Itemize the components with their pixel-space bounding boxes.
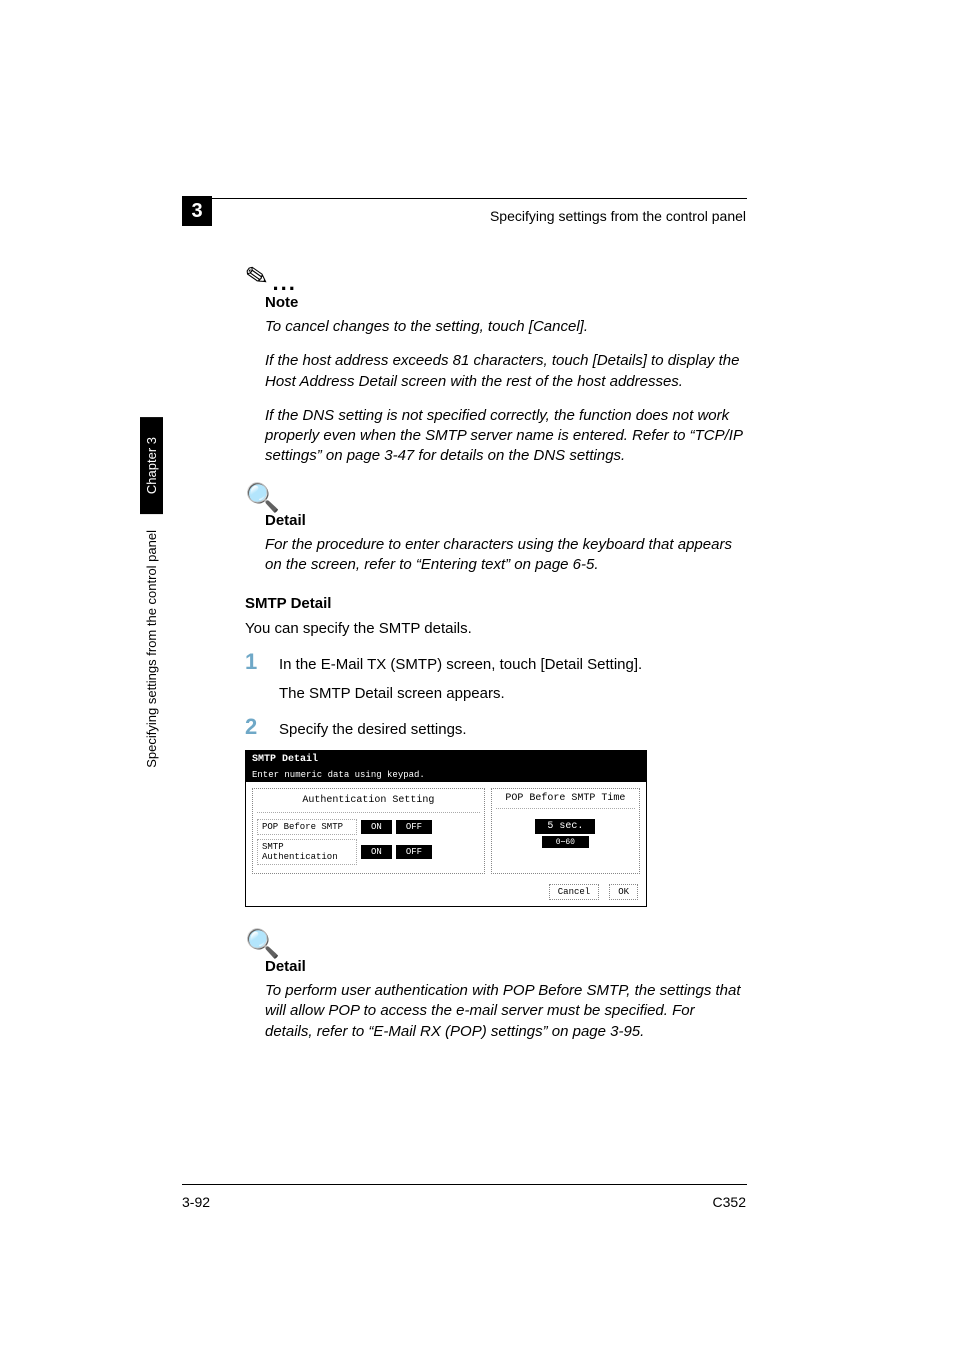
- detail-block-2: 🔍 Detail To perform user authentication …: [245, 927, 745, 1042]
- note-label: Note: [265, 294, 745, 311]
- detail-para-1: For the procedure to enter characters us…: [265, 535, 745, 576]
- note-para-3: If the DNS setting is not specified corr…: [265, 406, 745, 467]
- step-text-1: In the E-Mail TX (SMTP) screen, touch [D…: [279, 651, 642, 675]
- step-2: 2 Specify the desired settings.: [245, 716, 745, 740]
- smtp-on-button[interactable]: ON: [361, 845, 392, 859]
- smtp-intro: You can specify the SMTP details.: [245, 620, 745, 637]
- model-number: C352: [713, 1194, 746, 1210]
- chapter-badge: 3: [182, 196, 212, 226]
- step-1: 1 In the E-Mail TX (SMTP) screen, touch …: [245, 651, 745, 675]
- step-text-2: Specify the desired settings.: [279, 716, 467, 740]
- header-rule: [182, 198, 747, 199]
- screenshot-body: Authentication Setting POP Before SMTP O…: [246, 782, 646, 880]
- ok-button[interactable]: OK: [609, 884, 638, 900]
- pop-before-smtp-row: POP Before SMTP ON OFF: [257, 819, 480, 835]
- smtp-auth-label: SMTP Authentication: [257, 839, 357, 865]
- footer-rule: [182, 1184, 747, 1185]
- auth-heading: Authentication Setting: [257, 793, 480, 813]
- ellipsis-icon: ...: [272, 270, 296, 296]
- note-para-1: To cancel changes to the setting, touch …: [265, 317, 745, 337]
- pop-time-value: 5 sec.: [535, 819, 595, 834]
- pop-off-button[interactable]: OFF: [396, 820, 432, 834]
- pop-on-button[interactable]: ON: [361, 820, 392, 834]
- sidebar-section-title: Specifying settings from the control pan…: [140, 522, 163, 776]
- pop-time-panel: POP Before SMTP Time 5 sec. 0∼60: [491, 788, 640, 874]
- pop-time-heading: POP Before SMTP Time: [496, 793, 635, 809]
- pop-before-smtp-label: POP Before SMTP: [257, 819, 357, 835]
- detail-label-2: Detail: [265, 958, 745, 975]
- smtp-detail-screenshot: SMTP Detail Enter numeric data using key…: [245, 750, 647, 907]
- auth-setting-panel: Authentication Setting POP Before SMTP O…: [252, 788, 485, 874]
- magnifier-icon: 🔍: [245, 481, 280, 514]
- smtp-off-button[interactable]: OFF: [396, 845, 432, 859]
- detail-label-1: Detail: [265, 512, 745, 529]
- note-para-2: If the host address exceeds 81 character…: [265, 351, 745, 392]
- page-number: 3-92: [182, 1194, 210, 1210]
- pencil-icon: ✎: [242, 258, 271, 295]
- detail-block-1: 🔍 Detail For the procedure to enter char…: [245, 481, 745, 576]
- magnifier-icon: 🔍: [245, 927, 280, 960]
- step-number-2: 2: [245, 716, 279, 738]
- page-content: ✎... Note To cancel changes to the setti…: [245, 260, 745, 1056]
- running-header: Specifying settings from the control pan…: [490, 208, 746, 224]
- detail-para-2: To perform user authentication with POP …: [265, 981, 745, 1042]
- pop-time-range: 0∼60: [542, 836, 589, 848]
- smtp-heading: SMTP Detail: [245, 595, 745, 612]
- screenshot-subtitle: Enter numeric data using keypad.: [246, 768, 646, 782]
- screenshot-footer: Cancel OK: [246, 880, 646, 906]
- smtp-auth-row: SMTP Authentication ON OFF: [257, 839, 480, 865]
- note-block: ✎... Note To cancel changes to the setti…: [245, 260, 745, 467]
- sidebar-chapter-tab: Chapter 3: [140, 417, 163, 514]
- step-number-1: 1: [245, 651, 279, 673]
- step-1-sub: The SMTP Detail screen appears.: [279, 685, 745, 702]
- cancel-button[interactable]: Cancel: [549, 884, 599, 900]
- screenshot-title: SMTP Detail: [246, 751, 646, 768]
